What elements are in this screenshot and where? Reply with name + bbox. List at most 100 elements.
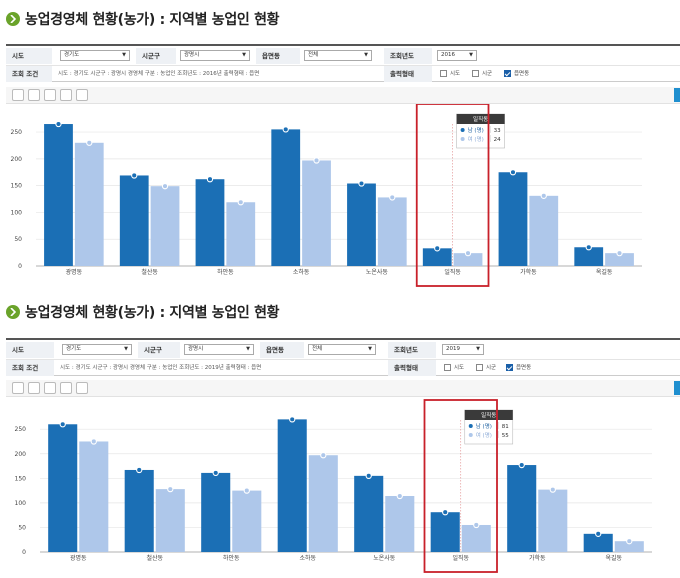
sido-select-value: 경기도 [64, 52, 80, 58]
bar-female [232, 490, 262, 552]
settings-icon[interactable] [76, 89, 88, 101]
bar-female [605, 253, 634, 266]
checkbox-sido[interactable] [444, 364, 451, 371]
chart-toolbar [6, 87, 680, 104]
point-male [434, 245, 441, 252]
y-tick-label: 0 [18, 263, 22, 270]
bar-male [583, 533, 613, 552]
panel-toggle-button[interactable] [674, 88, 680, 102]
x-tick-label: 하안동 [217, 268, 234, 276]
chart-toolbar [6, 380, 680, 397]
chevron-down-icon: ▼ [364, 52, 368, 58]
checkbox-eupmyeon[interactable] [504, 70, 511, 77]
point-female [549, 486, 556, 493]
tooltip-legend-dot [460, 137, 465, 141]
year-select-value: 2019 [446, 346, 460, 352]
bar-chart-icon[interactable] [12, 382, 24, 394]
checkbox-eupmyeon-label: 읍면동 [516, 365, 532, 371]
eupmyeon-select[interactable]: 전체 ▼ [308, 344, 376, 355]
scatter-chart-icon[interactable] [28, 89, 40, 101]
panel-toggle-button[interactable] [674, 381, 680, 395]
point-female [396, 492, 403, 500]
x-tick-label: 노온사동 [366, 268, 389, 276]
point-male [595, 530, 602, 537]
sigungu-select[interactable]: 광명시 ▼ [180, 50, 250, 61]
x-tick-label: 가학동 [520, 268, 537, 276]
tooltip-value: 24 [494, 137, 501, 143]
tooltip-value: 81 [502, 424, 509, 430]
y-tick-label: 100 [15, 500, 27, 507]
bar-male [271, 129, 301, 266]
bar-male [195, 179, 225, 266]
tooltip-title: 일직동 [481, 411, 496, 419]
x-tick-label: 일직동 [452, 554, 469, 562]
chevron-down-icon: ▼ [246, 346, 250, 352]
eupmyeon-select[interactable]: 전체 ▼ [304, 50, 372, 61]
checkbox-eupmyeon-label: 읍면동 [514, 71, 530, 77]
bar-male [507, 465, 537, 552]
chevron-down-icon: ▼ [242, 52, 246, 58]
x-tick-label: 철산동 [146, 554, 163, 562]
checkbox-sigungu[interactable] [476, 364, 483, 371]
chevron-down-icon: ▼ [122, 52, 126, 58]
point-female [464, 249, 472, 257]
form-row-1: 시도 경기도 ▼ 시군구 광명시 ▼ 읍면동 전체 ▼ 조회년도 2019 ▼ [6, 342, 680, 360]
checkbox-sigungu[interactable] [472, 70, 479, 77]
point-male [212, 469, 219, 477]
point-male [585, 244, 592, 251]
area-chart-icon[interactable] [44, 382, 56, 394]
point-male [289, 416, 296, 423]
bar-female [74, 142, 104, 266]
y-tick-label: 50 [14, 236, 22, 243]
output-label: 출력형태 [388, 360, 436, 376]
bar-chart-icon[interactable] [12, 89, 24, 101]
year-select-value: 2016 [441, 52, 455, 58]
year-label: 조회년도 [388, 342, 436, 358]
sigungu-select-value: 광명시 [188, 346, 204, 352]
point-male [365, 472, 372, 480]
bar-female [377, 197, 407, 266]
point-male [55, 120, 62, 128]
point-male [282, 126, 289, 133]
point-female [473, 521, 480, 529]
scatter-chart-icon[interactable] [28, 382, 40, 394]
checkbox-sigungu-label: 시군 [482, 71, 493, 77]
year-select[interactable]: 2019 ▼ [442, 344, 484, 355]
point-male [206, 176, 214, 183]
year-select[interactable]: 2016 ▼ [437, 50, 477, 61]
bar-male [430, 512, 460, 552]
pie-chart-icon[interactable] [60, 89, 72, 101]
tooltip-legend-dot [460, 128, 465, 132]
point-female [616, 249, 623, 257]
sigungu-select[interactable]: 광명시 ▼ [184, 344, 254, 355]
checkbox-eupmyeon[interactable] [506, 364, 513, 371]
area-chart-icon[interactable] [44, 89, 56, 101]
y-tick-label: 150 [15, 475, 27, 482]
settings-icon[interactable] [76, 382, 88, 394]
eupmyeon-select-value: 전체 [308, 52, 319, 58]
cond-label: 조회 조건 [6, 66, 52, 82]
checkbox-sido[interactable] [440, 70, 447, 77]
sido-select[interactable]: 경기도 ▼ [62, 344, 132, 355]
bar-male [119, 175, 149, 266]
page-title: 농업경영체 현황(농가) : 지역별 농업인 현황 [25, 12, 280, 28]
point-male [136, 466, 143, 474]
cond-text: 시도 : 경기도 시군구 : 광명시 경영체 구분 : 농업인 조회년도 : 2… [60, 365, 262, 371]
sido-label: 시도 [6, 342, 54, 358]
tooltip-legend-dot [468, 433, 473, 437]
checkbox-sigungu-label: 시군 [486, 365, 497, 371]
cond-label: 조회 조건 [6, 360, 54, 376]
bar-female [453, 253, 483, 266]
highlight-frame [415, 104, 490, 287]
tooltip-legend-dot [468, 424, 473, 428]
x-tick-label: 하안동 [223, 554, 240, 562]
y-tick-label: 150 [11, 183, 23, 190]
bar-female [226, 202, 256, 266]
pie-chart-icon[interactable] [60, 382, 72, 394]
sido-select[interactable]: 경기도 ▼ [60, 50, 130, 61]
highlight-frame [423, 399, 498, 573]
sigungu-label: 시군구 [138, 342, 180, 358]
panel-2016: 농업경영체 현황(농가) : 지역별 농업인 현황 시도 경기도 ▼ 시군구 광명… [0, 0, 680, 290]
y-tick-label: 50 [18, 524, 26, 531]
